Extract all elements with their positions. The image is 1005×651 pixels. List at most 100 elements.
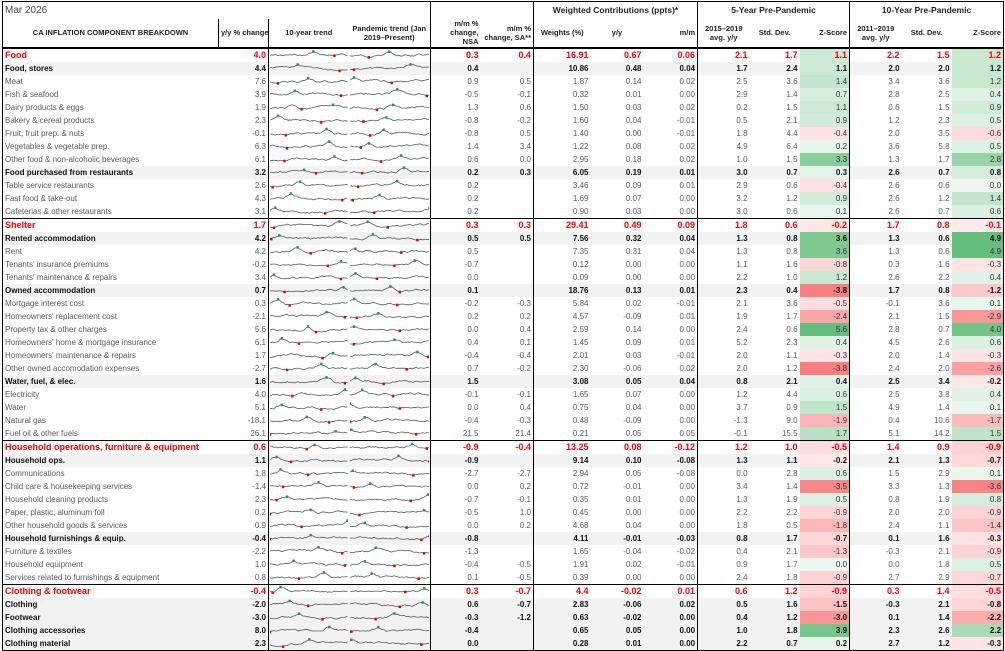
cell-avg10: 0.1 <box>849 531 902 545</box>
cell-std10: 1.6 <box>938 259 950 269</box>
cell-std5: 1.4 <box>786 89 798 99</box>
component-name: Clothing <box>2 597 219 611</box>
sparkline-chart <box>270 533 348 540</box>
max-marker <box>303 168 306 171</box>
cell-avg5: 2.4 <box>736 572 748 582</box>
cell-mm-nsa: 0.5 <box>430 231 481 245</box>
pandemic-trend-sparkline <box>348 623 431 637</box>
cell-std10: 1.2 <box>901 636 952 651</box>
table-row: Furniture & textiles -2.2 -1.3 1.65 -0.04 -0.… <box>2 544 1005 558</box>
sparkline-chart <box>270 403 348 411</box>
cell-weight: 2.83 <box>533 597 591 611</box>
sparkline-chart <box>270 154 348 162</box>
cell-mm-sa <box>480 257 534 271</box>
ten-year-trend-sparkline <box>268 597 349 611</box>
min-marker <box>403 590 406 593</box>
five-year-header: 5-Year Pre-Pandemic <box>697 1 851 19</box>
col-std10: Std. Dev. <box>901 18 952 49</box>
cell-weight: 1.60 <box>572 115 589 125</box>
cell-std10: 1.4 <box>938 350 950 360</box>
ten-year-trend-sparkline <box>269 570 349 585</box>
pandemic-trend-sparkline <box>348 47 431 62</box>
cell-std5: 1.2 <box>786 363 798 373</box>
component-name: Water <box>2 400 219 414</box>
cell-contrib-yy: 0.01 <box>590 636 644 651</box>
component-name: Tenants' maintenance & repairs <box>2 270 219 284</box>
cell-std10: 3.8 <box>938 389 950 399</box>
component-name: Property tax & other charges <box>2 322 219 336</box>
max-marker <box>363 559 366 563</box>
cell-mm-nsa: 0.4 <box>430 61 481 75</box>
pandemic-trend-sparkline <box>348 479 431 493</box>
pandemic-trend-sparkline <box>348 387 431 401</box>
cell-z10: 0.4 <box>951 87 1005 101</box>
min-marker <box>270 237 273 240</box>
table-row: Services related to furnishings & equipm… <box>2 570 1005 585</box>
cell-mm-nsa: -2.7 <box>464 468 479 478</box>
cell-mm-nsa: -0.1 <box>464 389 479 399</box>
cell-weight: 0.32 <box>572 89 589 99</box>
cell-weight: 1.45 <box>572 337 589 347</box>
cell-z10: -0.1 <box>951 217 1005 232</box>
cell-avg10: 2.1 <box>888 311 900 321</box>
sparkline-chart <box>270 191 348 201</box>
cell-z10: 0.1 <box>951 466 1005 480</box>
cell-std5: 15.5 <box>781 428 798 438</box>
component-name: Paper, plastic, aluminum foil <box>2 505 219 519</box>
cell-mm-nsa: -0.4 <box>464 350 479 360</box>
cell-avg10: 2.3 <box>849 623 902 637</box>
cell-yy: 6.1 <box>218 152 269 166</box>
ten-year-trend-sparkline <box>269 427 349 441</box>
component-name: Meat <box>2 74 219 88</box>
component-name: Footwear <box>2 610 219 624</box>
cell-std10: 10.6 <box>933 415 950 425</box>
cell-yy: -3.0 <box>218 610 269 624</box>
sparkline <box>270 627 348 632</box>
cell-z10: 0.5 <box>951 139 1005 153</box>
max-marker <box>349 401 351 405</box>
max-marker <box>353 247 357 250</box>
pandemic-trend-sparkline <box>348 570 431 584</box>
sparkline-chart <box>270 585 348 594</box>
sparkline <box>350 364 430 369</box>
cell-yy: 1.7 <box>218 217 269 232</box>
cell-z5: 1.1 <box>799 61 851 75</box>
cell-z10: 1.2 <box>951 74 1005 88</box>
cell-avg10: 1.7 <box>849 217 902 232</box>
cell-contrib-mm: 0.02 <box>643 139 699 153</box>
cell-mm-sa: 0.5 <box>480 126 534 140</box>
col-avg5: 2015–2019 avg. y/y <box>697 18 750 49</box>
cell-avg10: 2.6 <box>849 165 902 179</box>
cell-avg10: 2.8 <box>888 89 900 99</box>
max-marker <box>309 533 312 536</box>
min-marker <box>300 107 303 110</box>
cell-weight: 10.86 <box>533 61 591 75</box>
cell-z5: 1.5 <box>799 400 851 414</box>
cell-mm-nsa: 0.2 <box>467 311 479 321</box>
max-marker <box>422 508 425 511</box>
cell-std5: 2.2 <box>786 507 798 517</box>
min-marker <box>422 551 425 555</box>
cell-z10: -3.6 <box>951 479 1005 493</box>
cell-yy: 2.6 <box>218 178 269 192</box>
sparkline <box>350 155 430 161</box>
cell-z5: -0.8 <box>799 257 851 271</box>
cell-z5: 1.2 <box>799 270 851 284</box>
sparkline <box>270 90 348 95</box>
cell-z10: -2.6 <box>951 361 1005 375</box>
sparkline <box>270 156 348 161</box>
sparkline-chart <box>270 139 348 150</box>
cell-contrib-mm: 0.00 <box>643 479 699 493</box>
cell-z5: 0.6 <box>799 466 851 480</box>
sparkline <box>350 117 430 121</box>
cell-std5: 1.7 <box>749 531 800 545</box>
cell-mm-nsa: -0.4 <box>464 559 479 569</box>
cell-avg5: 2.2 <box>697 636 750 651</box>
min-marker <box>297 341 301 345</box>
cell-yy: -2.7 <box>218 361 269 375</box>
max-marker <box>402 165 405 169</box>
table-row: Tenants' insurance premiums -0.2 -0.7 0.12 0… <box>2 257 1005 271</box>
cell-yy: 0.2 <box>218 505 269 519</box>
cell-avg10: 2.0 <box>849 61 902 75</box>
max-marker <box>292 559 295 562</box>
